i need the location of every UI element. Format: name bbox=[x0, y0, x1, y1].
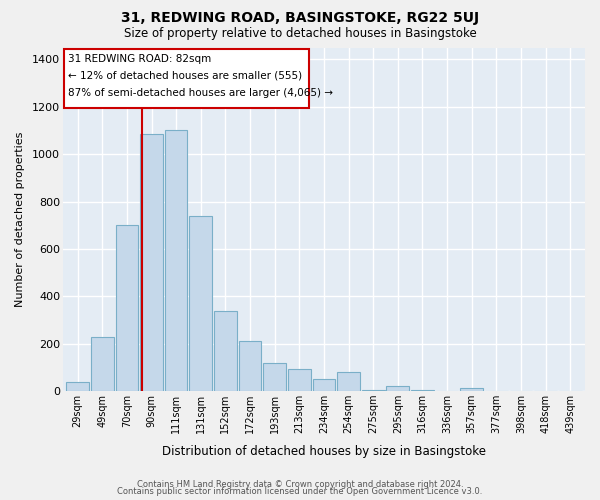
Text: 87% of semi-detached houses are larger (4,065) →: 87% of semi-detached houses are larger (… bbox=[68, 88, 333, 98]
Bar bbox=[337, 372, 360, 391]
Bar bbox=[239, 342, 262, 391]
Text: Contains public sector information licensed under the Open Government Licence v3: Contains public sector information licen… bbox=[118, 488, 482, 496]
Bar bbox=[411, 390, 434, 391]
X-axis label: Distribution of detached houses by size in Basingstoke: Distribution of detached houses by size … bbox=[162, 444, 486, 458]
Bar bbox=[140, 134, 163, 391]
Bar bbox=[362, 390, 385, 391]
Bar bbox=[91, 336, 113, 391]
Text: ← 12% of detached houses are smaller (555): ← 12% of detached houses are smaller (55… bbox=[68, 71, 302, 81]
Bar bbox=[288, 368, 311, 391]
Bar bbox=[263, 362, 286, 391]
Bar bbox=[165, 130, 187, 391]
Text: Contains HM Land Registry data © Crown copyright and database right 2024.: Contains HM Land Registry data © Crown c… bbox=[137, 480, 463, 489]
Bar bbox=[116, 225, 138, 391]
Bar bbox=[313, 380, 335, 391]
Text: 31 REDWING ROAD: 82sqm: 31 REDWING ROAD: 82sqm bbox=[68, 54, 211, 64]
Bar bbox=[190, 216, 212, 391]
Y-axis label: Number of detached properties: Number of detached properties bbox=[15, 132, 25, 307]
Bar bbox=[386, 386, 409, 391]
Text: 31, REDWING ROAD, BASINGSTOKE, RG22 5UJ: 31, REDWING ROAD, BASINGSTOKE, RG22 5UJ bbox=[121, 11, 479, 25]
Text: Size of property relative to detached houses in Basingstoke: Size of property relative to detached ho… bbox=[124, 28, 476, 40]
FancyBboxPatch shape bbox=[64, 48, 309, 108]
Bar bbox=[66, 382, 89, 391]
Bar bbox=[214, 310, 237, 391]
Bar bbox=[460, 388, 483, 391]
